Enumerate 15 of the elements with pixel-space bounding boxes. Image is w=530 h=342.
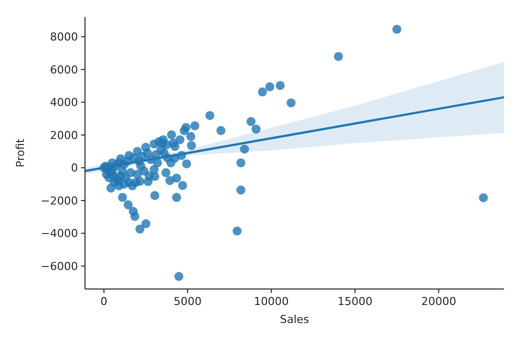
x-tick-label: 5000 (174, 295, 202, 308)
y-tick-label: 0 (71, 162, 78, 175)
y-tick-label: 6000 (50, 63, 78, 76)
x-tick-label: 20000 (421, 295, 456, 308)
y-tick-label: 2000 (50, 128, 78, 142)
x-tick-label: 0 (100, 295, 108, 308)
x-tick-label: 10000 (254, 295, 289, 308)
y-tick-label: 8000 (50, 30, 78, 44)
y-axis-title: Profit (14, 138, 27, 168)
x-axis-title: Sales (280, 313, 310, 326)
y-tick-label: −2000 (40, 194, 78, 208)
y-tick-label: 4000 (50, 96, 78, 110)
y-tick-label: −4000 (40, 227, 78, 240)
y-tick-label: −6000 (40, 260, 78, 273)
x-tick-label: 15000 (338, 295, 373, 308)
